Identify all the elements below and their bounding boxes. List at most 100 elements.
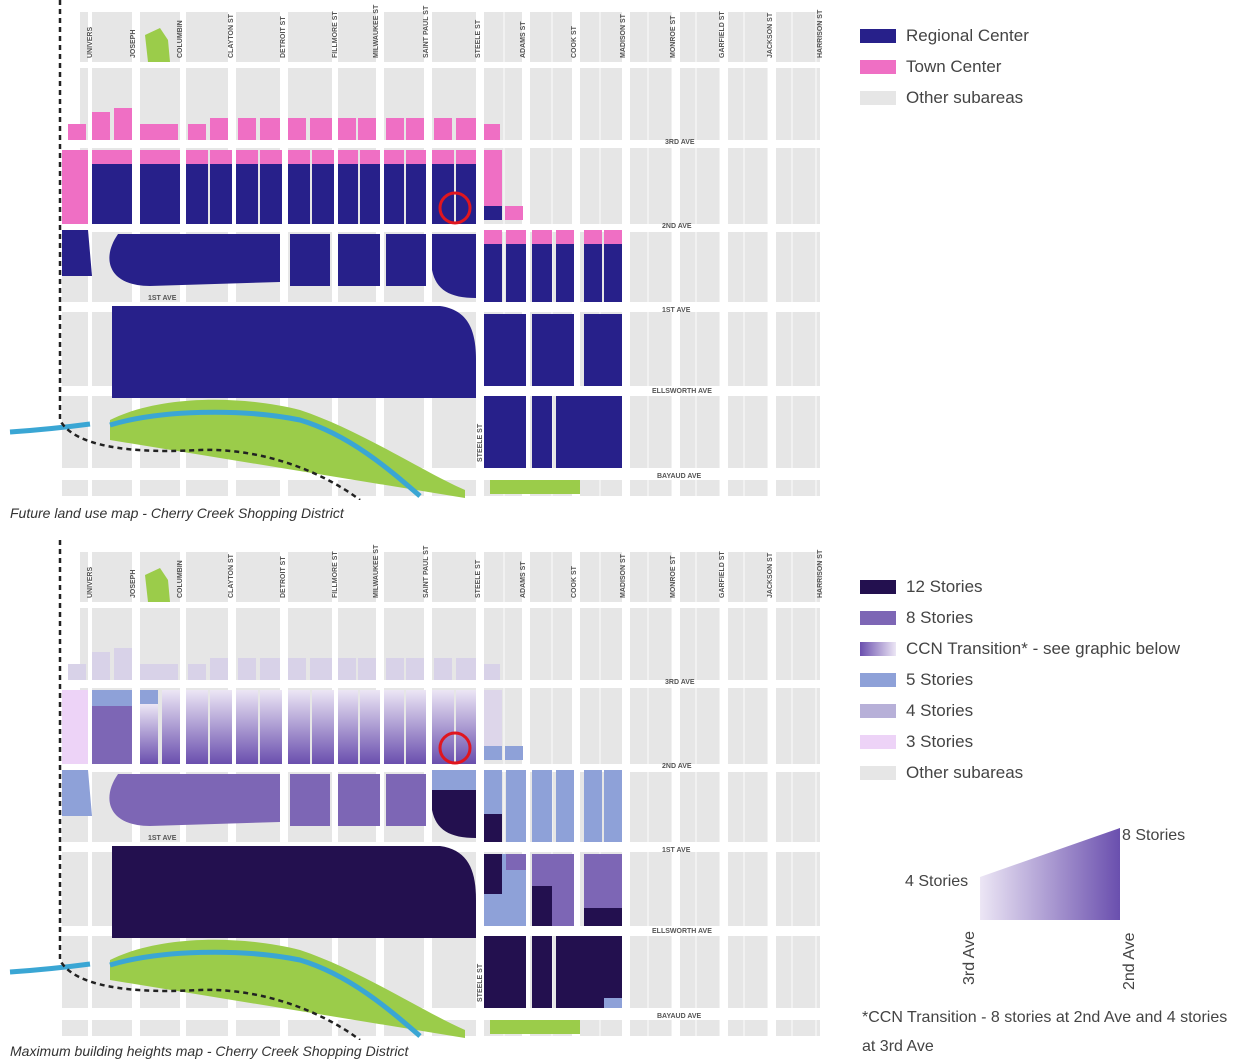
twelve-story-parcel [532,886,552,926]
other-subarea-block [338,552,376,602]
regional-center-parcel [484,314,526,386]
legend-label: Other subareas [906,762,1024,782]
town-center-parcel [532,230,552,244]
town-center-parcel [432,150,454,164]
street-label: GARFIELD ST [719,551,726,598]
street-label: 2ND AVE [662,763,692,770]
other-subarea-block [288,552,332,602]
district-boundary [58,540,361,1040]
town-center-parcel [140,124,178,140]
legend-label: 4 Stories [906,700,974,720]
street-label: DETROIT ST [280,16,287,58]
other-subarea-block [630,552,672,602]
town-center-parcel [238,118,256,140]
future-land-use-map: UNIVERS JOSEPH COLUMBIN CLAYTON ST DETROIT S… [9,0,824,500]
other-subarea-block [680,936,720,1008]
other-subarea-block [288,480,332,496]
five-story-parcel [604,770,622,842]
other-subarea-block [186,12,228,62]
twelve-story-parcel [484,936,526,1008]
regional-center-parcel [556,396,622,468]
street-label: UNIVERS [87,27,94,58]
other-subarea-block [236,552,280,602]
other-subarea-block [186,1020,228,1036]
four-story-parcel [188,664,206,680]
town-center-parcel [92,150,132,164]
legend-swatch [860,734,896,749]
other-subarea-block [62,1020,88,1036]
legend-label: 8 Stories [906,607,974,627]
street-label: ELLSWORTH AVE [652,928,712,935]
other-subarea-block [630,688,672,764]
other-subarea-block [236,1020,280,1036]
street-label: 1ST AVE [148,835,177,842]
ccn-transition-parcel [360,690,380,764]
regional-center-parcel [484,206,502,220]
district-boundary [58,0,361,500]
four-story-parcel [210,658,228,680]
other-subarea-block [92,552,132,602]
street-label: COOK ST [571,25,578,58]
legend-item: 8 Stories [860,602,1180,633]
other-subarea-block [630,396,672,468]
four-story-parcel [310,658,332,680]
other-subarea-block [728,396,768,468]
river [9,961,91,975]
other-subarea-block [680,480,720,496]
street-label: CLAYTON ST [228,553,235,598]
other-subarea-block [186,552,228,602]
street-label: MILWAUKEE ST [373,544,380,598]
other-subarea-block [680,688,720,764]
other-subarea-block [728,480,768,496]
other-subarea-block [288,12,332,62]
town-center-parcel [210,118,228,140]
regional-center-parcel [484,396,526,468]
regional-center-parcel [556,244,574,302]
other-subarea-block [680,1020,720,1036]
street-label: STEELE ST [477,423,484,462]
eight-story-parcel [338,774,380,826]
regional-center-parcel [338,234,380,286]
three-story-parcel [62,690,88,764]
other-subarea-block [680,68,720,140]
regional-center-parcel [186,164,208,224]
four-story-parcel [260,658,280,680]
building-heights-legend: 12 Stories 8 Stories CCN Transition* - see… [860,571,1180,788]
other-subarea-block [580,148,622,224]
ccn-transition-parcel [260,690,282,764]
ccn-transition-parcel [162,690,180,764]
town-center-parcel [312,150,334,164]
street-label: FILLMORE ST [332,11,339,58]
other-subarea-block [580,12,622,62]
other-subarea-block [338,12,376,62]
other-subarea-block [580,1020,622,1036]
ccn-transition-parcel [432,690,454,764]
ccn-transition-parcel [210,690,232,764]
twelve-story-parcel [432,790,476,838]
town-center-parcel [338,150,358,164]
ccn-transition-parcel [288,690,310,764]
ccn-transition-parcel [186,690,208,764]
other-subarea-block [432,396,476,468]
other-subarea-block [580,688,622,764]
legend-swatch [860,579,896,594]
other-subarea-block [92,12,132,62]
other-subarea-block [680,396,720,468]
other-subarea-block [62,396,88,468]
legend-swatch [860,672,896,687]
regional-center-parcel [384,164,404,224]
other-subarea-block [530,68,572,140]
park-area [490,1020,580,1034]
regional-center-parcel [386,234,426,286]
street-label: STEELE ST [475,559,482,598]
river [9,421,91,435]
street-label: BAYAUD AVE [657,1013,702,1020]
other-subarea-block [580,68,622,140]
other-subarea-block [680,312,720,386]
legend-label: Town Center [906,56,1002,76]
town-center-parcel [384,150,404,164]
regional-center-parcel [506,244,526,302]
legend-swatch [860,28,896,43]
street-label: JACKSON ST [767,12,774,58]
other-subarea-block [630,148,672,224]
